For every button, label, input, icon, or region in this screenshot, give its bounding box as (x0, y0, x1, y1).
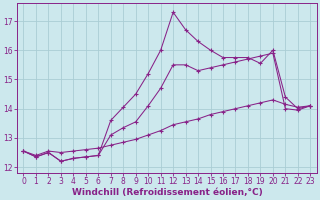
X-axis label: Windchill (Refroidissement éolien,°C): Windchill (Refroidissement éolien,°C) (72, 188, 262, 197)
